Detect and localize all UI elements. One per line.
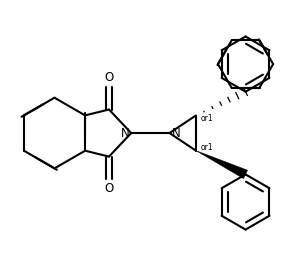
Text: O: O bbox=[104, 71, 113, 84]
Text: or1: or1 bbox=[201, 143, 213, 152]
Polygon shape bbox=[196, 151, 248, 179]
Text: or1: or1 bbox=[201, 114, 213, 123]
Text: N: N bbox=[172, 126, 181, 140]
Text: O: O bbox=[104, 182, 113, 195]
Text: N: N bbox=[121, 126, 130, 140]
